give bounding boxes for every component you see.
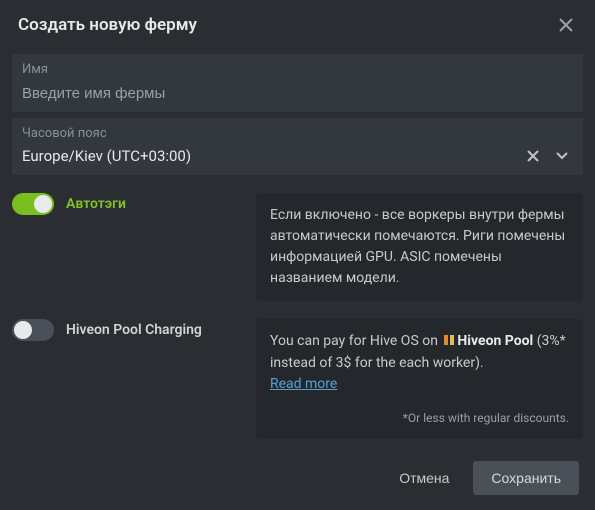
- hiveon-toggle[interactable]: [12, 319, 54, 341]
- read-more-link[interactable]: Read more: [270, 376, 337, 392]
- dialog-header: Создать новую ферму: [0, 0, 595, 48]
- hiveon-description-box: You can pay for Hive OS on Hiveon Pool (…: [256, 319, 583, 439]
- autotags-toggle[interactable]: [12, 193, 54, 215]
- timezone-clear-icon[interactable]: [523, 148, 543, 164]
- create-farm-dialog: Создать новую ферму Имя Часовой пояс Eur…: [0, 0, 595, 509]
- name-input[interactable]: [22, 85, 573, 102]
- name-label: Имя: [22, 62, 573, 77]
- hiveon-footnote: *Or less with regular discounts.: [270, 409, 569, 427]
- autotags-label: Автотэги: [66, 196, 126, 212]
- toggle-knob: [14, 321, 32, 339]
- hiveon-logo-icon: [443, 332, 455, 353]
- autotags-description: Если включено - все воркеры внутри фермы…: [256, 193, 583, 301]
- cancel-button[interactable]: Отмена: [387, 462, 461, 494]
- toggle-knob: [34, 195, 52, 213]
- dialog-title: Создать новую ферму: [18, 15, 197, 35]
- dialog-footer: Отмена Сохранить: [0, 439, 595, 509]
- autotags-row: Автотэги Если включено - все воркеры вну…: [12, 193, 583, 301]
- timezone-label: Часовой пояс: [22, 126, 573, 141]
- chevron-down-icon[interactable]: [551, 149, 573, 163]
- close-icon[interactable]: [555, 14, 577, 36]
- hiveon-row: Hiveon Pool Charging You can pay for Hiv…: [12, 319, 583, 439]
- timezone-field-block: Часовой пояс Europe/Kiev (UTC+03:00): [12, 118, 583, 175]
- hiveon-desc-prefix: You can pay for Hive OS on: [270, 333, 441, 349]
- hiveon-label: Hiveon Pool Charging: [66, 322, 202, 338]
- save-button[interactable]: Сохранить: [473, 461, 579, 495]
- timezone-value[interactable]: Europe/Kiev (UTC+03:00): [22, 147, 515, 165]
- name-field-block: Имя: [12, 54, 583, 112]
- hiveon-brand: Hiveon Pool: [457, 333, 533, 349]
